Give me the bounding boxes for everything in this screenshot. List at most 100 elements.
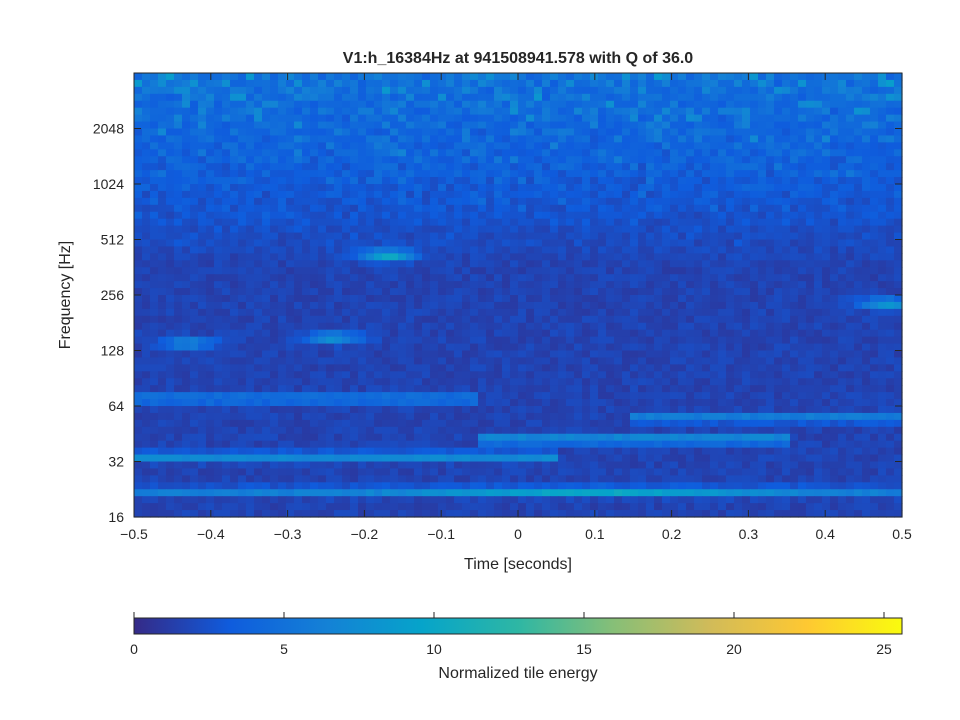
heatmap-cell [518,100,527,109]
heatmap-cell [142,190,151,199]
heatmap-cell [470,378,479,386]
heatmap-cell [462,142,471,150]
heatmap-cell [502,93,511,102]
heatmap-cell [542,107,551,116]
heatmap-cell [854,149,863,157]
heatmap-cell [150,177,159,185]
heatmap-cell [182,260,191,268]
heatmap-cell [494,246,503,254]
heatmap-cell [494,73,503,81]
heatmap-cell [878,79,887,88]
heatmap-cell [214,197,223,206]
heatmap-cell [230,177,239,185]
heatmap-cell [542,128,551,137]
heatmap-cell [494,419,503,428]
heatmap-cell [222,135,231,143]
heatmap-cell [374,184,383,192]
heatmap-cell [718,86,727,95]
heatmap-cell [246,100,255,109]
heatmap-cell [590,274,599,282]
heatmap-cell [734,211,743,220]
heatmap-cell [318,170,327,178]
heatmap-cell [366,79,375,88]
heatmap-cell [326,260,335,268]
heatmap-cell [478,79,487,88]
heatmap-cell [790,93,799,102]
heatmap-cell [646,281,655,289]
heatmap-cell [686,378,695,386]
heatmap-cell [430,406,439,414]
heatmap-cell [198,100,207,109]
heatmap-cell [526,267,535,275]
heatmap-cell [150,93,159,102]
heatmap-cell [462,329,471,338]
heatmap-cell [518,336,527,345]
heatmap-cell [430,426,439,435]
heatmap-cell [494,204,503,213]
heatmap-cell [182,288,191,296]
heatmap-cell [662,128,671,137]
heatmap-cell [374,336,383,345]
heatmap-cell [214,301,223,310]
heatmap-cell [358,107,367,116]
heatmap-cell [222,100,231,109]
heatmap-cell [166,419,175,428]
heatmap-cell [342,378,351,386]
heatmap-cell [886,419,895,428]
heatmap-cell [502,426,511,435]
heatmap-cell [806,281,815,289]
heatmap-cell [470,419,479,428]
heatmap-cell [574,288,583,296]
heatmap-cell [206,419,215,428]
heatmap-cell [822,121,831,130]
heatmap-cell [782,128,791,137]
heatmap-cell [238,218,247,227]
heatmap-cell [742,121,751,130]
heatmap-cell [462,350,471,359]
heatmap-cell [614,274,623,282]
heatmap-cell [318,197,327,206]
heatmap-cell [214,86,223,95]
heatmap-cell [558,399,567,407]
heatmap-cell [302,385,311,393]
heatmap-cell [158,412,167,421]
heatmap-cell [294,322,303,331]
heatmap-cell [318,371,327,379]
heatmap-cell [158,184,167,192]
heatmap-cell [582,281,591,289]
heatmap-cell [694,197,703,206]
heatmap-cell [182,308,191,317]
heatmap-cell [694,79,703,88]
heatmap-cell [718,246,727,254]
heatmap-cell [486,253,495,261]
heatmap-cell [550,149,559,157]
heatmap-cell [334,336,343,345]
heatmap-cell [726,357,735,365]
heatmap-cell [630,350,639,359]
heatmap-cell [758,364,767,372]
heatmap-cell [414,93,423,102]
heatmap-cell [742,190,751,199]
heatmap-cell [214,142,223,150]
heatmap-cell [406,135,415,143]
heatmap-cell [262,274,271,282]
heatmap-cell [774,177,783,185]
heatmap-cell [862,177,871,185]
heatmap-cell [814,357,823,365]
heatmap-cell [214,170,223,178]
heatmap-cell [870,399,879,407]
heatmap-cell [446,419,455,428]
heatmap-cell [326,211,335,220]
heatmap-cell [182,142,191,150]
heatmap-cell [222,371,231,379]
heatmap-cell [614,107,623,116]
heatmap-cell [326,86,335,95]
heatmap-cell [670,197,679,206]
heatmap-cell [534,336,543,345]
heatmap-cell [590,93,599,102]
heatmap-cell [830,274,839,282]
heatmap-cell [190,301,199,310]
heatmap-cell [286,211,295,220]
heatmap-cell [830,86,839,95]
